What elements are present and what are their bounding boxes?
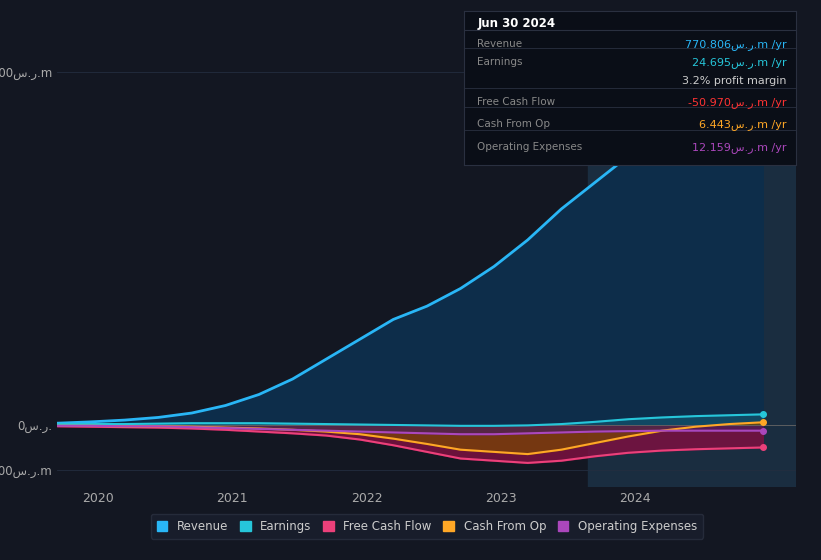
- Legend: Revenue, Earnings, Free Cash Flow, Cash From Op, Operating Expenses: Revenue, Earnings, Free Cash Flow, Cash …: [151, 514, 703, 539]
- Text: Revenue: Revenue: [477, 39, 522, 49]
- Text: Earnings: Earnings: [477, 58, 523, 67]
- Text: 3.2% profit margin: 3.2% profit margin: [682, 76, 787, 86]
- Text: Operating Expenses: Operating Expenses: [477, 142, 582, 152]
- Text: Cash From Op: Cash From Op: [477, 119, 550, 129]
- Text: -50.970س.ر.m /yr: -50.970س.ر.m /yr: [688, 97, 787, 109]
- Text: Jun 30 2024: Jun 30 2024: [477, 17, 555, 30]
- Text: 6.443س.ر.m /yr: 6.443س.ر.m /yr: [699, 119, 787, 130]
- Text: 12.159س.ر.m /yr: 12.159س.ر.m /yr: [692, 142, 787, 153]
- Text: 24.695س.ر.m /yr: 24.695س.ر.m /yr: [692, 58, 787, 68]
- Bar: [588, 28, 796, 487]
- Text: 770.806س.ر.m /yr: 770.806س.ر.m /yr: [685, 39, 787, 50]
- Text: Free Cash Flow: Free Cash Flow: [477, 97, 555, 108]
